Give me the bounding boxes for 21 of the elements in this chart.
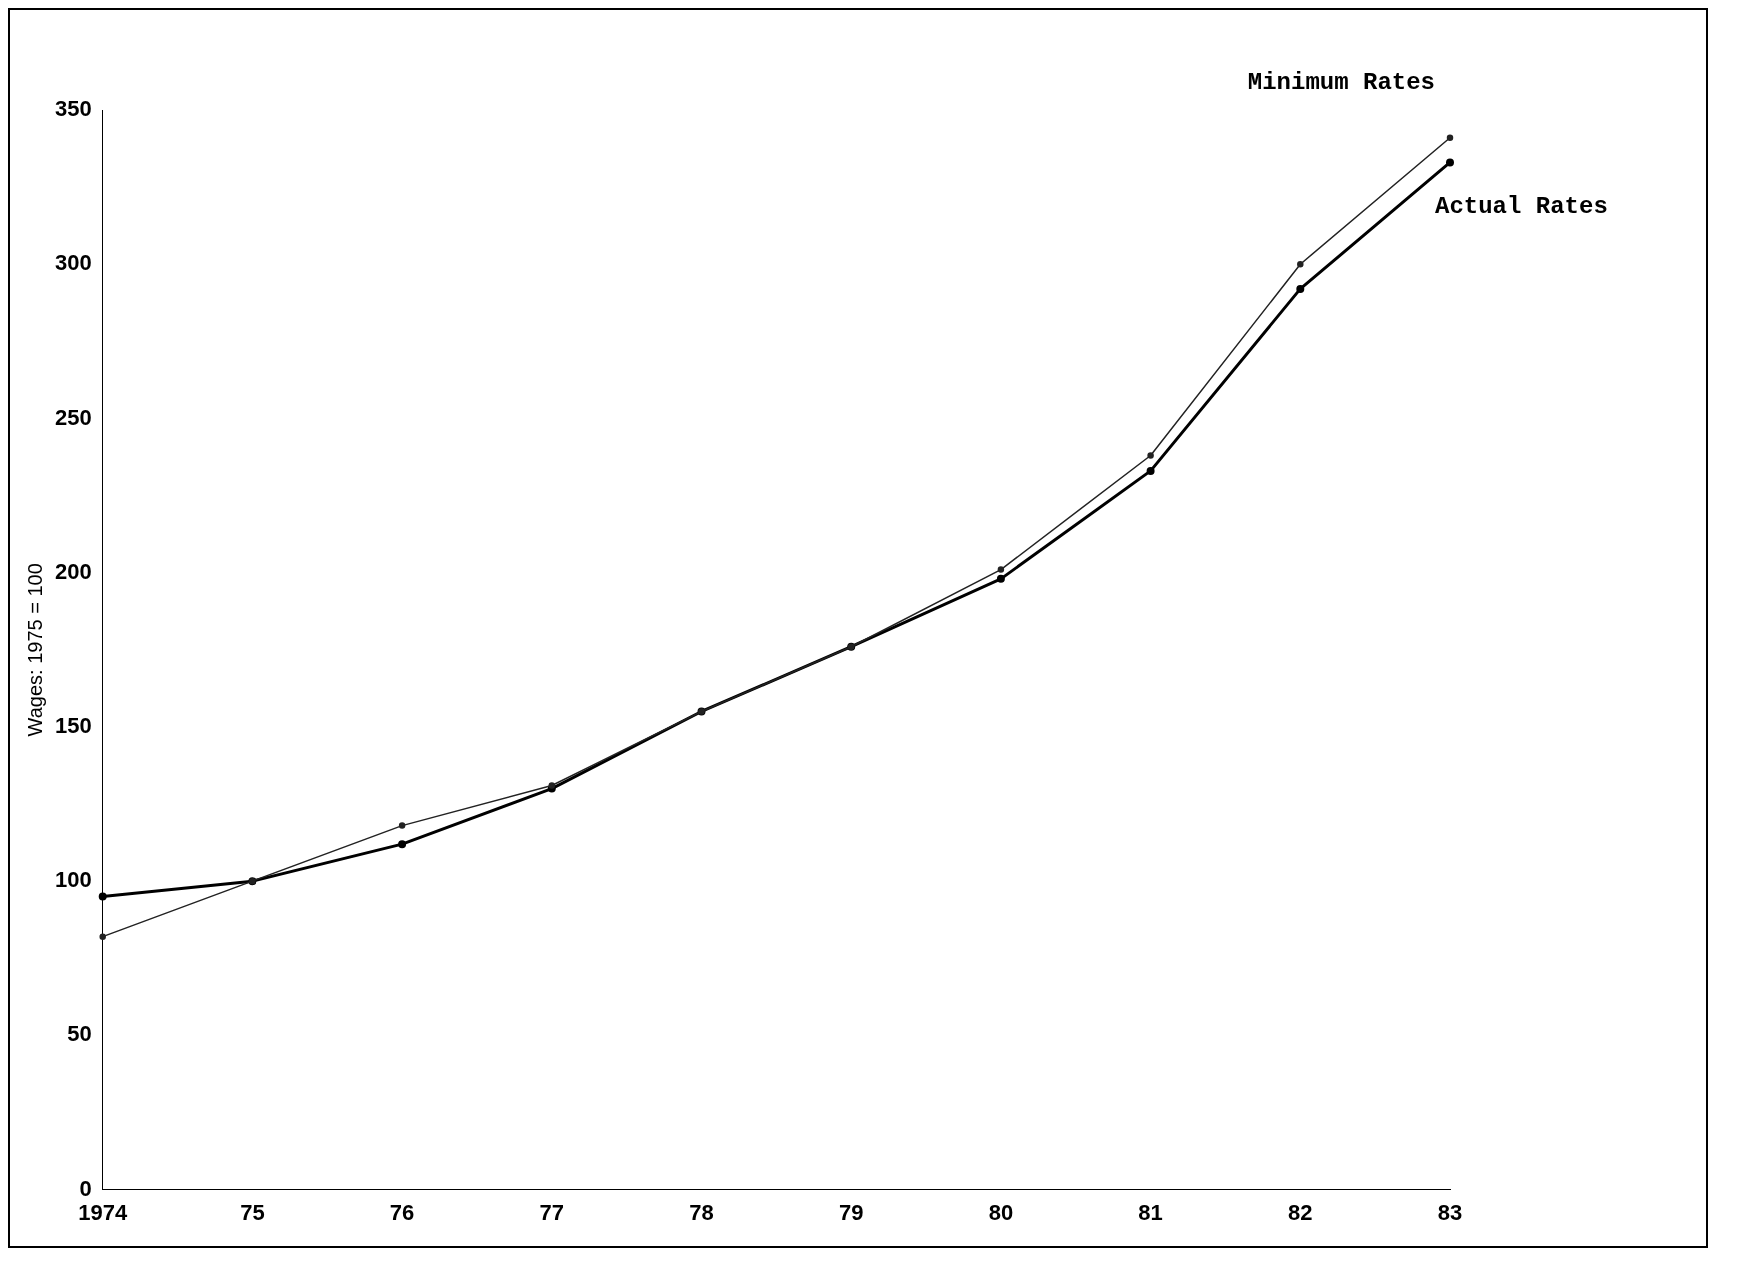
x-tick-label: 78 xyxy=(689,1199,714,1225)
y-tick-label: 200 xyxy=(54,558,92,584)
y-tick-label: 100 xyxy=(54,867,92,893)
y-tick-label: 150 xyxy=(54,712,92,738)
x-tick-label: 75 xyxy=(240,1199,265,1225)
x-tick-label: 83 xyxy=(1437,1199,1463,1225)
y-axis-title: Wages: 1975 = 100 xyxy=(23,563,46,737)
x-tick-label: 76 xyxy=(389,1199,415,1225)
x-tick-label: 77 xyxy=(539,1199,565,1225)
y-tick-label: 0 xyxy=(79,1175,92,1201)
x-tick-label: 79 xyxy=(838,1199,864,1225)
series-label: Minimum Rates xyxy=(1247,68,1435,96)
y-tick-label: 50 xyxy=(67,1021,92,1047)
x-tick-label: 1974 xyxy=(78,1199,128,1225)
series-label: Actual Rates xyxy=(1435,193,1608,221)
x-tick-label: 82 xyxy=(1288,1199,1313,1225)
y-tick-label: 250 xyxy=(54,404,92,430)
y-tick-label: 300 xyxy=(54,250,92,276)
y-tick-label: 350 xyxy=(54,96,92,122)
x-tick-label: 81 xyxy=(1138,1199,1163,1225)
x-tick-label: 80 xyxy=(988,1199,1014,1225)
